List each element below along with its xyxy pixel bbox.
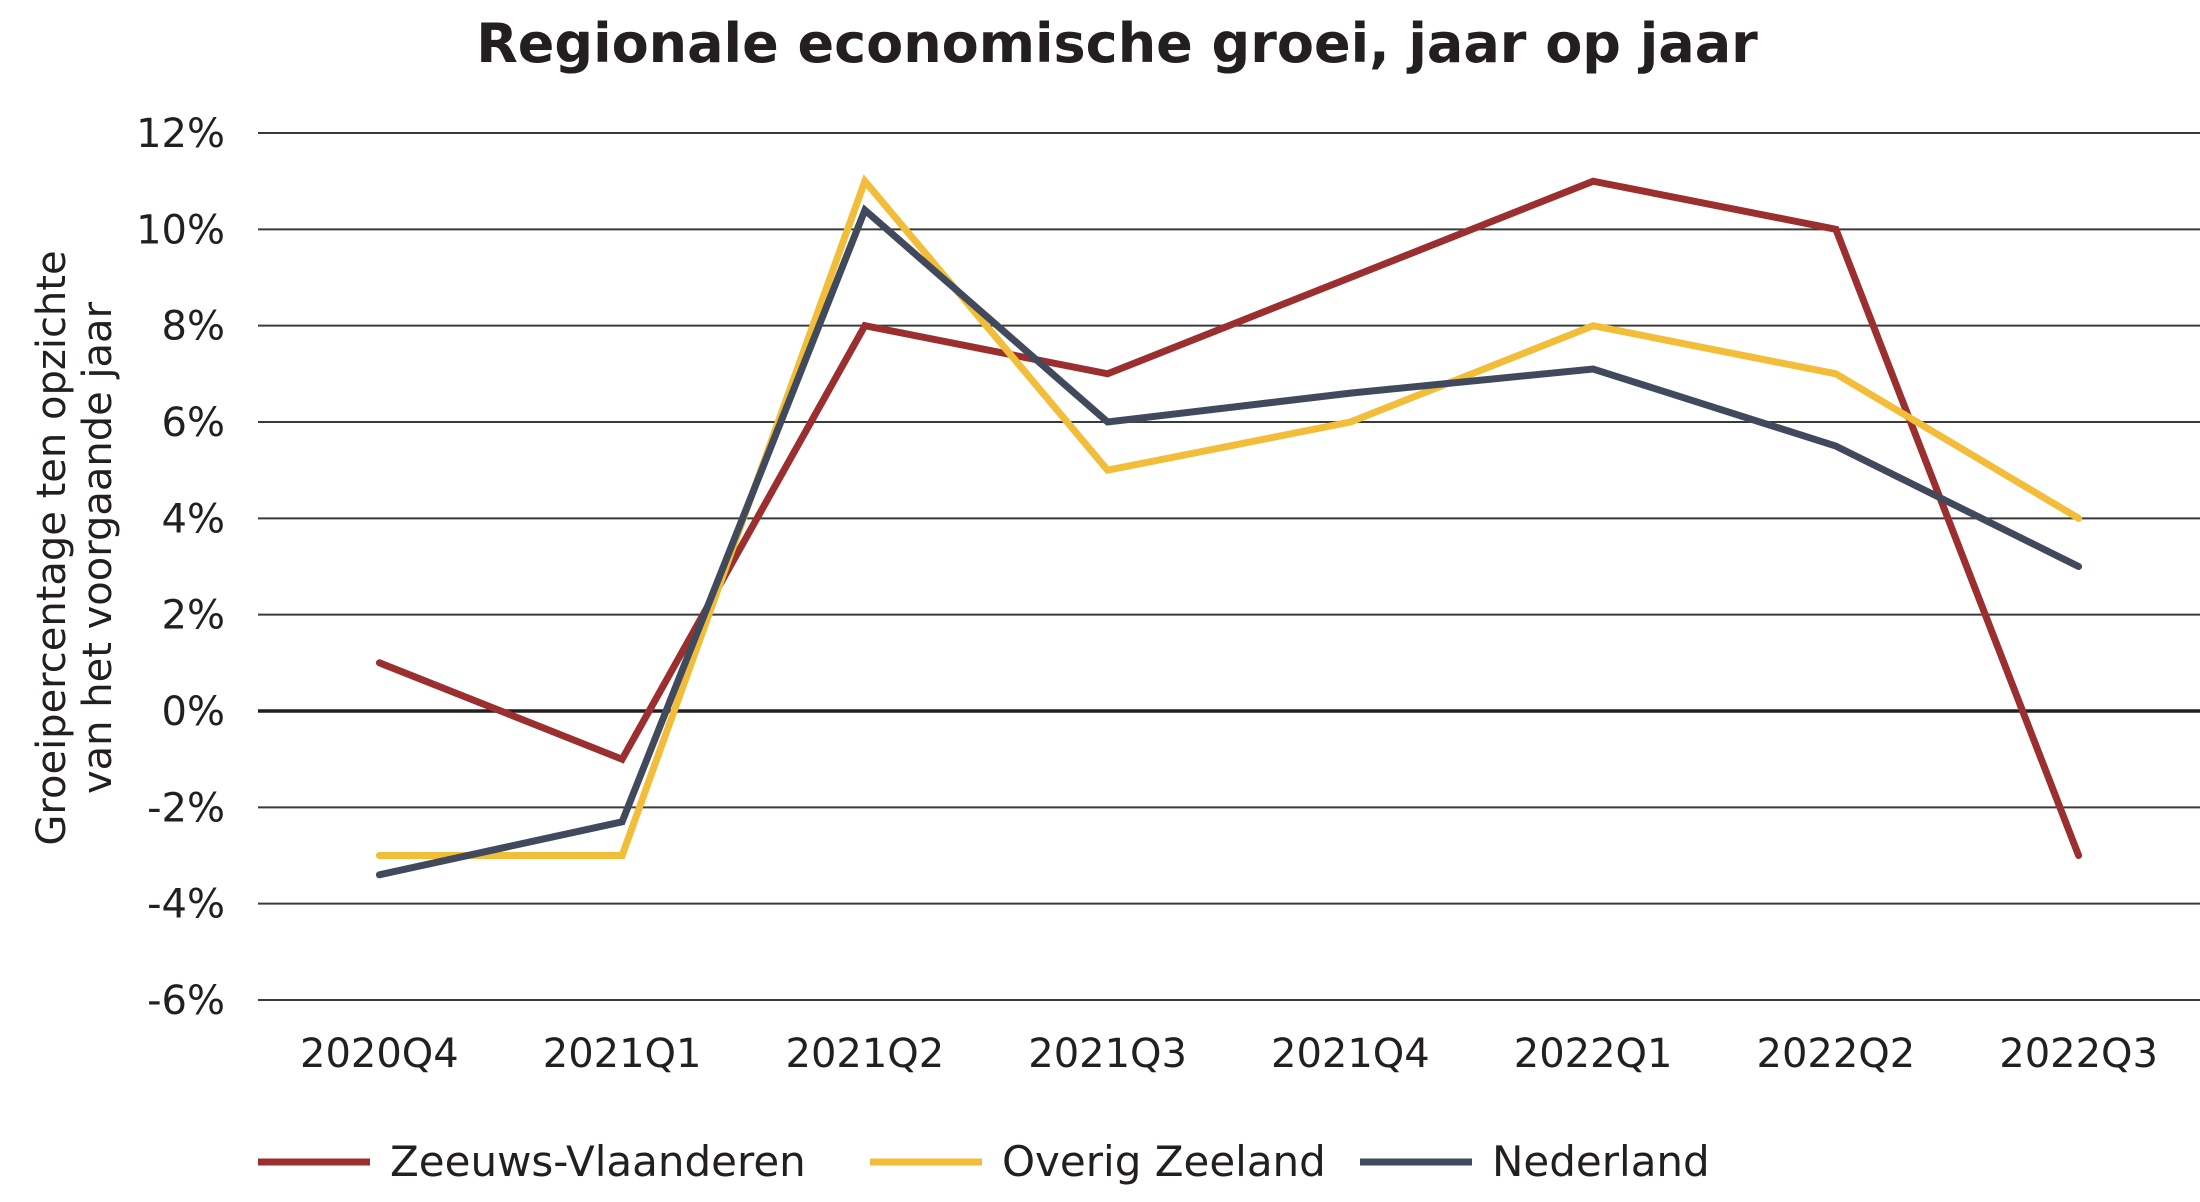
data-point: [1107, 469, 1109, 471]
legend: Zeeuws-Vlaanderen Overig Zeeland Nederland: [258, 1137, 1710, 1186]
data-point: [378, 662, 380, 664]
data-point: [1349, 392, 1351, 394]
series-2: [375, 204, 2083, 879]
y-tick-label: 4%: [162, 496, 225, 542]
data-point: [1835, 445, 1837, 447]
data-point: [864, 209, 866, 211]
legend-label: Overig Zeeland: [1002, 1137, 1326, 1186]
x-tick-label: 2021Q4: [1271, 1031, 1430, 1077]
x-tick-label: 2020Q4: [300, 1031, 459, 1077]
series-0: [375, 177, 2083, 859]
data-point: [378, 874, 380, 876]
legend-label: Zeeuws-Vlaanderen: [390, 1137, 806, 1186]
data-point: [621, 855, 623, 856]
data-point: [1107, 373, 1109, 375]
chart-title: Regionale economische groei, jaar op jaa…: [476, 12, 1758, 75]
data-point: [1592, 180, 1594, 182]
data-point: [2078, 855, 2080, 856]
y-tick-label: 12%: [136, 111, 225, 157]
x-tick-label: 2021Q1: [543, 1031, 702, 1077]
data-point: [1349, 277, 1351, 278]
y-tick-label: 0%: [162, 689, 225, 735]
x-tick-label: 2021Q3: [1028, 1031, 1187, 1077]
y-tick-label: 10%: [136, 207, 225, 253]
y-tick-label: 6%: [162, 400, 225, 446]
data-point: [1349, 421, 1351, 423]
data-point: [621, 758, 623, 760]
x-tick-label: 2022Q3: [1999, 1031, 2158, 1077]
data-point: [1592, 325, 1594, 327]
y-tick-label: 2%: [162, 593, 225, 639]
series-line: [375, 174, 2083, 859]
series-line: [375, 204, 2083, 879]
data-point: [1592, 368, 1594, 370]
series-1: [375, 174, 2083, 859]
y-axis-label: Groeipercentage ten opzichte van het voo…: [29, 250, 121, 845]
series-lines: [375, 174, 2083, 879]
legend-label: Nederland: [1492, 1137, 1710, 1186]
data-point: [621, 821, 623, 823]
data-point: [864, 180, 866, 182]
data-point: [1835, 373, 1837, 375]
legend-item: Nederland: [1360, 1137, 1710, 1186]
legend-item: Zeeuws-Vlaanderen: [258, 1137, 806, 1186]
data-point: [1107, 421, 1109, 423]
data-point: [2078, 566, 2080, 567]
data-point: [864, 325, 866, 327]
x-tick-label: 2022Q2: [1757, 1031, 1916, 1077]
y-tick-label: -4%: [147, 882, 225, 928]
legend-item: Overig Zeeland: [870, 1137, 1326, 1186]
x-tick-label: 2022Q1: [1514, 1031, 1673, 1077]
data-point: [1835, 228, 1837, 230]
y-axis-label-line-1: Groeipercentage ten opzichte: [29, 250, 75, 845]
y-tick-label: -6%: [147, 978, 225, 1024]
y-axis-label-line-2: van het voorgaande jaar: [75, 301, 121, 794]
x-tick-label: 2021Q2: [786, 1031, 945, 1077]
y-tick-label: 8%: [162, 304, 225, 350]
x-axis-ticks: 2020Q4 2021Q1 2021Q2 2021Q3 2021Q4 2022Q1 2022…: [300, 1031, 2158, 1077]
y-axis-ticks: 12% 10% 8% 6% 4% 2% 0% -2% -4% -6%: [136, 111, 225, 1024]
data-point: [378, 855, 380, 856]
series-line: [375, 177, 2083, 859]
gridlines: [258, 132, 2200, 1001]
y-tick-label: -2%: [147, 785, 225, 831]
data-point: [2078, 517, 2080, 519]
